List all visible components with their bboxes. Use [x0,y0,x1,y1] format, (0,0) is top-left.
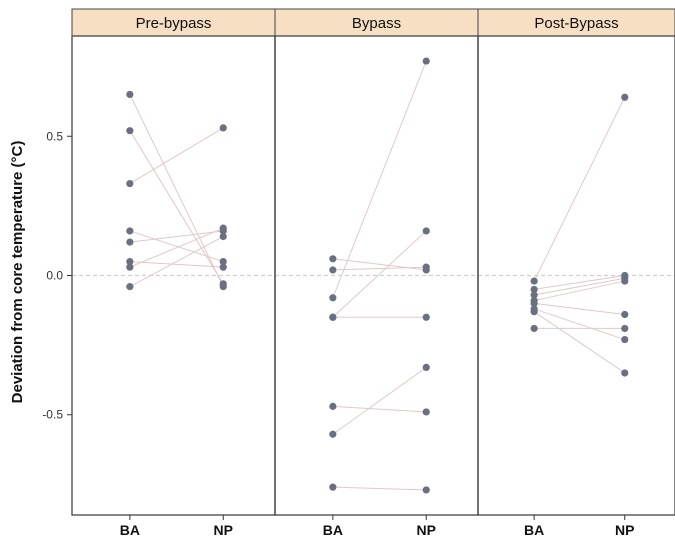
pair-line [533,308,625,341]
point-np [219,232,227,241]
pair-line [533,97,626,282]
point-ba [126,127,134,135]
point-np [621,369,629,377]
pair-line [533,311,626,374]
x-tick-label: BA [323,522,343,537]
panel-title: Bypass [352,15,401,32]
point-np [621,310,629,319]
x-tick-label: BA [524,522,544,537]
pair-line [332,366,427,435]
point-np [422,313,430,321]
x-tick-label: NP [214,522,233,537]
panel-post-bypass: Post-Bypass BA NP [477,8,675,537]
panel-title: Pre-bypass [136,15,212,32]
point-np [621,335,629,344]
pair-line [129,230,224,243]
point-ba [126,179,134,188]
panel-bypass: Bypass BA NP [274,8,479,537]
pair-line [332,266,427,271]
point-ba [329,266,337,274]
panel-strip [477,8,675,37]
point-ba [126,257,134,266]
pair-line [534,302,625,315]
point-ba [329,255,337,263]
point-np [621,93,629,101]
point-np [219,257,227,266]
point-np [219,280,227,288]
point-ba [126,227,134,235]
y-tick-label: 0.5 [46,129,63,143]
panel-pre-bypass: Pre-bypass BA NP [71,8,276,537]
point-np [422,486,430,494]
panel-frame [477,35,675,516]
point-ba [530,299,538,307]
point-ba [530,277,538,285]
point-ba [530,324,538,333]
y-axis-label: Deviation from core temperature (°C) [9,141,26,404]
point-np [422,263,430,271]
pair-line [129,130,224,285]
point-ba [126,263,134,271]
point-ba [126,283,134,291]
pair-line [534,275,625,290]
point-ba [329,483,337,491]
y-tick-label: 0.0 [46,269,63,283]
point-np [422,57,430,65]
point-ba [530,308,538,316]
point-ba [329,402,337,410]
point-ba [329,313,337,321]
pair-line [129,230,224,263]
pair-line [332,230,427,318]
pair-line [129,227,224,268]
point-np [422,227,430,235]
point-ba [126,238,134,246]
pair-line [129,236,224,288]
pair-line [129,94,224,287]
panel-title: Post-Bypass [534,15,618,32]
pair-line [332,60,427,298]
point-ba [329,294,337,302]
panel-strip [71,8,276,37]
point-np [621,277,629,285]
pair-line [332,405,427,413]
point-np [219,263,227,271]
pair-line [129,127,224,185]
x-tick-label: BA [120,522,140,537]
point-np [219,124,227,132]
x-tick-label: NP [417,522,436,537]
pair-line [534,277,625,296]
point-np [621,324,629,333]
pair-line [129,261,224,268]
point-np [422,408,430,416]
y-tick-label: -0.5 [42,408,63,422]
x-tick-label: NP [615,522,634,537]
point-ba [530,291,538,299]
point-np [219,224,227,232]
pair-line [332,486,427,491]
point-ba [530,285,538,294]
pair-line [534,280,625,302]
point-ba [329,430,337,438]
point-np [422,363,430,372]
point-ba [126,90,134,99]
